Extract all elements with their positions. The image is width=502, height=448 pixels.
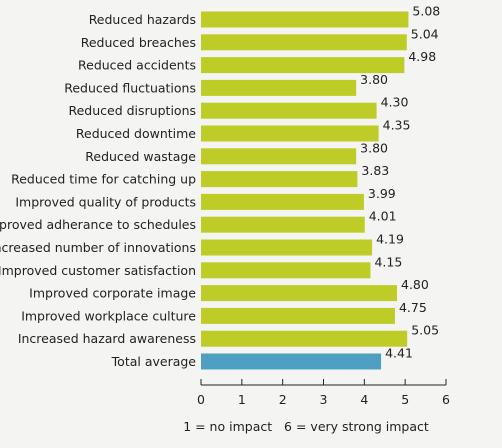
x-tick-label-0: 0 xyxy=(197,392,205,407)
bar-0 xyxy=(201,11,409,28)
category-label-14: Increased hazard awareness xyxy=(18,331,196,346)
category-label-2: Reduced accidents xyxy=(78,58,196,73)
bar-15 xyxy=(201,353,382,370)
x-tick-label-5: 5 xyxy=(401,392,409,407)
value-label-1: 5.04 xyxy=(411,26,439,41)
category-label-8: Improved quality of products xyxy=(15,194,196,209)
value-label-7: 3.83 xyxy=(361,163,389,178)
x-tick-label-4: 4 xyxy=(360,392,368,407)
x-axis: 0 1 2 3 4 5 6 xyxy=(197,379,450,407)
category-label-4: Reduced disruptions xyxy=(68,103,196,118)
category-label-6: Reduced wastage xyxy=(85,149,196,164)
value-label-15: 4.41 xyxy=(385,346,413,361)
bar-10 xyxy=(201,239,373,256)
category-label-7: Reduced time for catching up xyxy=(11,172,196,187)
category-label-9: Improved adherance to schedules xyxy=(0,217,196,232)
x-tick-label-6: 6 xyxy=(442,392,450,407)
bar-7 xyxy=(201,171,358,188)
bar-13 xyxy=(201,307,395,324)
value-label-3: 3.80 xyxy=(360,72,388,87)
x-tick-label-1: 1 xyxy=(238,392,246,407)
category-label-15: Total average xyxy=(111,354,197,369)
value-label-13: 4.75 xyxy=(399,300,427,315)
bar-9 xyxy=(201,216,365,233)
value-label-9: 4.01 xyxy=(369,209,397,224)
value-label-8: 3.99 xyxy=(368,186,396,201)
value-label-14: 5.05 xyxy=(411,323,439,338)
value-label-5: 4.35 xyxy=(383,118,411,133)
scale-legend: 1 = no impact 6 = very strong impact xyxy=(183,419,429,434)
value-label-6: 3.80 xyxy=(360,140,388,155)
value-label-10: 4.19 xyxy=(376,232,404,247)
bar-1 xyxy=(201,34,407,51)
category-label-5: Reduced downtime xyxy=(76,126,196,141)
x-tick-label-2: 2 xyxy=(279,392,287,407)
value-label-11: 4.15 xyxy=(374,254,402,269)
value-label-2: 4.98 xyxy=(408,49,436,64)
category-label-3: Reduced fluctuations xyxy=(64,80,196,95)
category-label-11: Improved customer satisfaction xyxy=(0,263,196,278)
bar-11 xyxy=(201,262,371,279)
category-label-12: Improved corporate image xyxy=(29,286,196,301)
value-labels-group: 5.08 5.04 4.98 3.80 4.30 4.35 3.80 3.83 3.99 4.01… xyxy=(360,4,440,361)
x-tick-label-3: 3 xyxy=(320,392,328,407)
bar-8 xyxy=(201,193,364,210)
bar-6 xyxy=(201,148,357,165)
category-label-10: Increased number of innovations xyxy=(0,240,196,255)
bars-group xyxy=(201,11,409,370)
bar-2 xyxy=(201,57,405,74)
category-label-0: Reduced hazards xyxy=(89,12,196,27)
value-label-0: 5.08 xyxy=(412,4,440,19)
bar-4 xyxy=(201,102,377,119)
category-labels-group: Reduced hazards Reduced breaches Reduced a… xyxy=(0,12,196,369)
bar-12 xyxy=(201,285,397,302)
bar-14 xyxy=(201,330,408,347)
category-label-13: Improved workplace culture xyxy=(21,308,196,323)
value-label-12: 4.80 xyxy=(401,277,429,292)
bar-5 xyxy=(201,125,379,142)
value-label-4: 4.30 xyxy=(381,95,409,110)
bar-3 xyxy=(201,79,357,96)
category-label-1: Reduced breaches xyxy=(81,35,196,50)
